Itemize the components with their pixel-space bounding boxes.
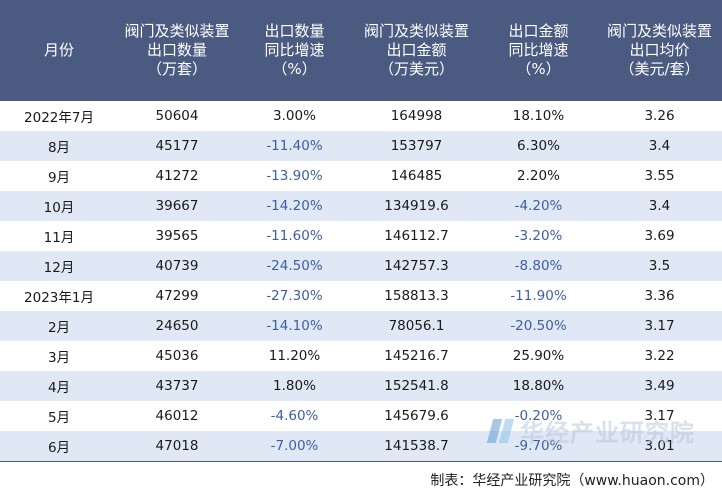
cell-export-amount: 145216.7 [353,341,480,371]
cell-month: 11月 [0,221,118,251]
cell-quantity-growth: -24.50% [236,251,353,281]
cell-amount-growth: -20.50% [480,311,597,341]
cell-average-price: 3.49 [597,371,722,401]
cell-month: 4月 [0,371,118,401]
cell-amount-growth: -4.20% [480,191,597,221]
cell-export-quantity: 46012 [118,401,236,431]
cell-quantity-growth: 3.00% [236,101,353,131]
cell-average-price: 3.5 [597,251,722,281]
cell-export-amount: 134919.6 [353,191,480,221]
cell-amount-growth: 6.30% [480,131,597,161]
table-row: 10月 39667 -14.20% 134919.6 -4.20% 3.4 [0,191,722,221]
cell-export-amount: 158813.3 [353,281,480,311]
cell-month: 6月 [0,431,118,461]
cell-export-quantity: 47299 [118,281,236,311]
cell-export-quantity: 45177 [118,131,236,161]
cell-average-price: 3.17 [597,311,722,341]
cell-amount-growth: 18.10% [480,101,597,131]
cell-average-price: 3.26 [597,101,722,131]
table-row: 6月 47018 -7.00% 141538.7 -9.70% 3.01 [0,431,722,461]
table-row: 11月 39565 -11.60% 146112.7 -3.20% 3.69 [0,221,722,251]
table-row: 4月 43737 1.80% 152541.8 18.80% 3.49 [0,371,722,401]
header-export-quantity: 阀门及类似装置 出口数量 （万套） [118,0,236,101]
export-data-table: 月份 阀门及类似装置 出口数量 （万套） 出口数量 同比增速 （%） 阀门及类似… [0,0,722,461]
cell-quantity-growth: -14.10% [236,311,353,341]
cell-export-quantity: 40739 [118,251,236,281]
cell-month: 8月 [0,131,118,161]
cell-quantity-growth: -13.90% [236,161,353,191]
table-row: 9月 41272 -13.90% 146485 2.20% 3.55 [0,161,722,191]
cell-quantity-growth: -4.60% [236,401,353,431]
cell-quantity-growth: -14.20% [236,191,353,221]
cell-amount-growth: -3.20% [480,221,597,251]
cell-export-quantity: 39565 [118,221,236,251]
table-row: 3月 45036 11.20% 145216.7 25.90% 3.22 [0,341,722,371]
cell-quantity-growth: -7.00% [236,431,353,461]
cell-export-quantity: 43737 [118,371,236,401]
cell-export-amount: 146112.7 [353,221,480,251]
cell-amount-growth: 25.90% [480,341,597,371]
cell-export-quantity: 50604 [118,101,236,131]
table-body: 2022年7月 50604 3.00% 164998 18.10% 3.26 8月 45177… [0,101,722,461]
cell-export-amount: 141538.7 [353,431,480,461]
header-export-amount: 阀门及类似装置 出口金额 （万美元） [353,0,480,101]
cell-quantity-growth: 1.80% [236,371,353,401]
table-footer: 制表：华经产业研究院（www.huaon.com） [0,461,722,492]
cell-amount-growth: -8.80% [480,251,597,281]
cell-export-quantity: 45036 [118,341,236,371]
cell-amount-growth: -9.70% [480,431,597,461]
cell-amount-growth: 18.80% [480,371,597,401]
header-row: 月份 阀门及类似装置 出口数量 （万套） 出口数量 同比增速 （%） 阀门及类似… [0,0,722,101]
cell-export-amount: 164998 [353,101,480,131]
cell-average-price: 3.4 [597,191,722,221]
cell-month: 5月 [0,401,118,431]
cell-amount-growth: -11.90% [480,281,597,311]
table-row: 2022年7月 50604 3.00% 164998 18.10% 3.26 [0,101,722,131]
cell-month: 12月 [0,251,118,281]
cell-quantity-growth: -27.30% [236,281,353,311]
header-quantity-growth: 出口数量 同比增速 （%） [236,0,353,101]
cell-export-amount: 146485 [353,161,480,191]
cell-month: 2023年1月 [0,281,118,311]
source-credit: 制表：华经产业研究院（www.huaon.com） [430,473,714,489]
cell-amount-growth: -0.20% [480,401,597,431]
cell-average-price: 3.55 [597,161,722,191]
cell-month: 2月 [0,311,118,341]
cell-quantity-growth: -11.40% [236,131,353,161]
table-row: 12月 40739 -24.50% 142757.3 -8.80% 3.5 [0,251,722,281]
cell-export-quantity: 47018 [118,431,236,461]
header-average-price: 阀门及类似装置 出口均价 （美元/套） [597,0,722,101]
cell-average-price: 3.17 [597,401,722,431]
cell-export-quantity: 41272 [118,161,236,191]
cell-export-amount: 142757.3 [353,251,480,281]
cell-average-price: 3.01 [597,431,722,461]
table-row: 2月 24650 -14.10% 78056.1 -20.50% 3.17 [0,311,722,341]
cell-amount-growth: 2.20% [480,161,597,191]
cell-export-amount: 152541.8 [353,371,480,401]
cell-average-price: 3.69 [597,221,722,251]
header-amount-growth: 出口金额 同比增速 （%） [480,0,597,101]
table-row: 8月 45177 -11.40% 153797 6.30% 3.4 [0,131,722,161]
cell-average-price: 3.36 [597,281,722,311]
cell-month: 10月 [0,191,118,221]
cell-month: 2022年7月 [0,101,118,131]
cell-export-amount: 78056.1 [353,311,480,341]
cell-export-quantity: 24650 [118,311,236,341]
cell-month: 9月 [0,161,118,191]
cell-export-amount: 153797 [353,131,480,161]
cell-export-quantity: 39667 [118,191,236,221]
cell-quantity-growth: 11.20% [236,341,353,371]
header-month: 月份 [0,0,118,101]
cell-average-price: 3.4 [597,131,722,161]
table-row: 5月 46012 -4.60% 145679.6 -0.20% 3.17 [0,401,722,431]
table-row: 2023年1月 47299 -27.30% 158813.3 -11.90% 3.36 [0,281,722,311]
cell-average-price: 3.22 [597,341,722,371]
cell-month: 3月 [0,341,118,371]
cell-quantity-growth: -11.60% [236,221,353,251]
cell-export-amount: 145679.6 [353,401,480,431]
